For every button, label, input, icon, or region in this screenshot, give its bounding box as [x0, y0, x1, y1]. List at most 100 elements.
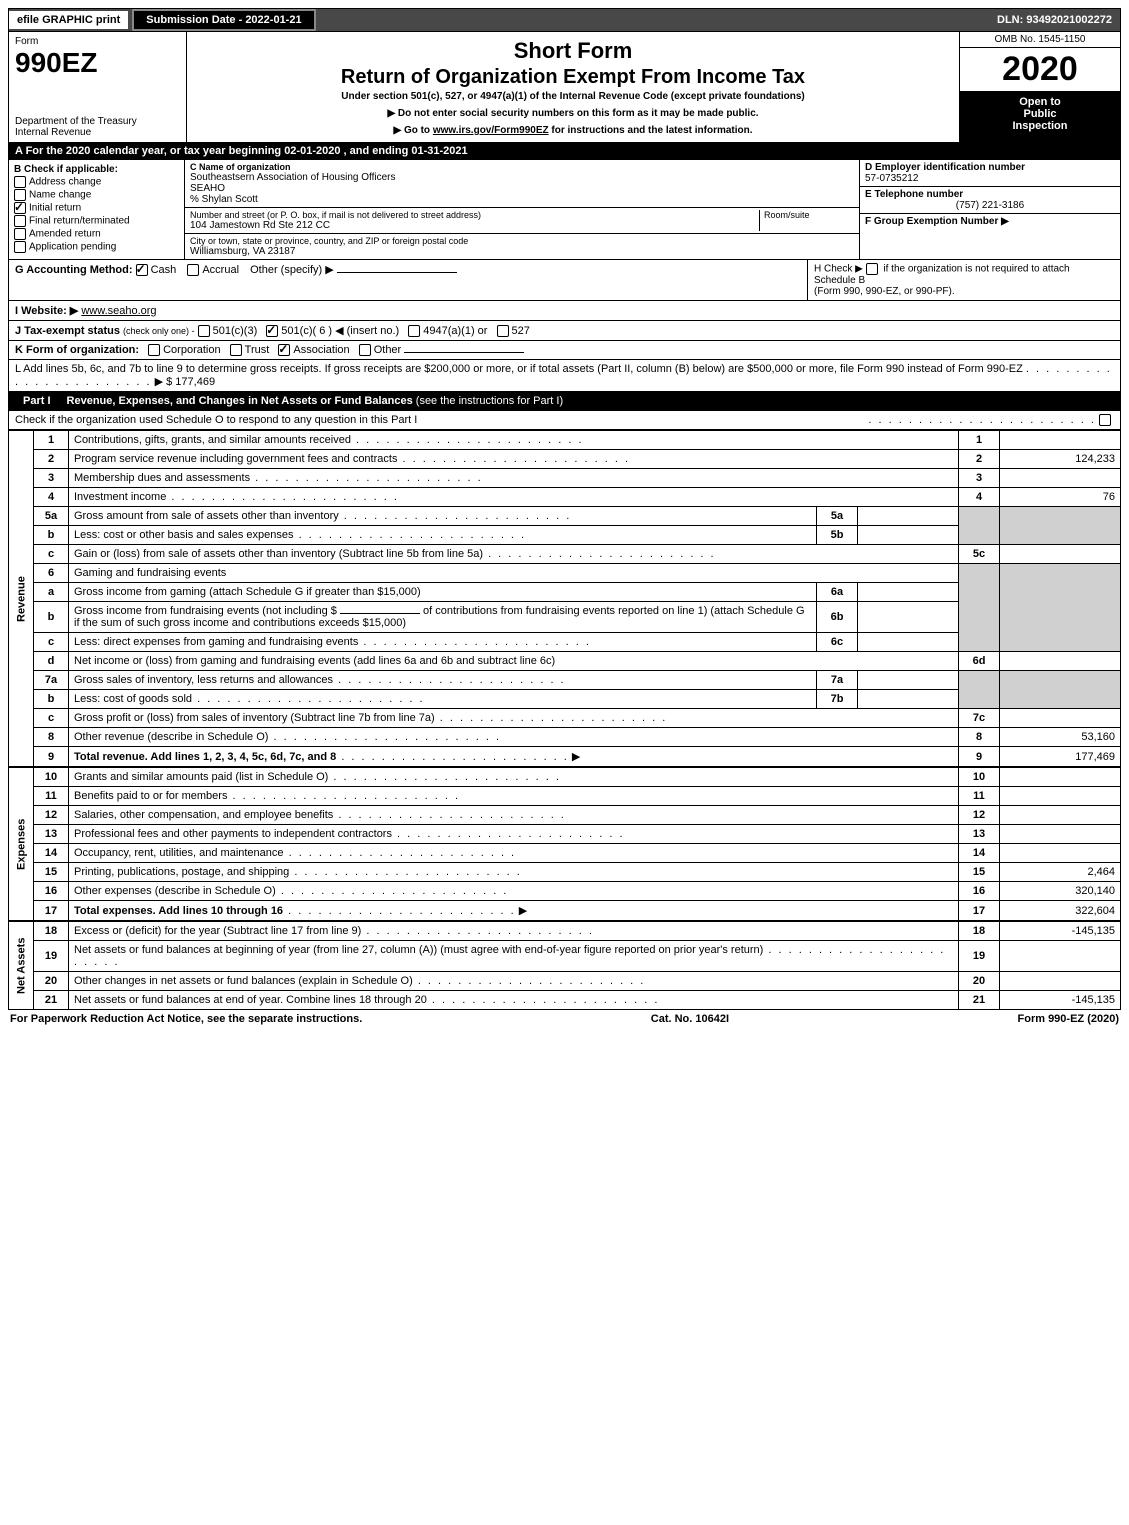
line7c-value [1000, 709, 1121, 728]
net-assets-table: Net Assets 18 Excess or (deficit) for th… [8, 921, 1121, 1010]
check-cash[interactable] [136, 264, 148, 276]
line15-value: 2,464 [1000, 863, 1121, 882]
check-4947[interactable] [408, 325, 420, 337]
section-b: B Check if applicable: Address change Na… [9, 160, 185, 259]
line3-value [1000, 469, 1121, 488]
omb-number: OMB No. 1545-1150 [960, 32, 1120, 48]
section-def: D Employer identification number 57-0735… [859, 160, 1120, 259]
line8-value: 53,160 [1000, 728, 1121, 747]
other-specify-input[interactable] [337, 272, 457, 273]
line21-value: -145,135 [1000, 991, 1121, 1010]
phone-label: E Telephone number [865, 189, 1115, 200]
ein-value: 57-0735212 [865, 173, 1115, 184]
section-l-gross-receipts: L Add lines 5b, 6c, and 7b to line 9 to … [8, 360, 1121, 392]
part-i-header: Part I Revenue, Expenses, and Changes in… [8, 392, 1121, 411]
line20-value [1000, 972, 1121, 991]
line6c-value [858, 633, 959, 652]
check-application-pending[interactable] [14, 241, 26, 253]
check-amended-return[interactable] [14, 228, 26, 240]
phone-value: (757) 221-3186 [865, 200, 1115, 211]
section-i-website: I Website: ▶ www.seaho.org [8, 301, 1121, 321]
line13-value [1000, 825, 1121, 844]
ssn-warning: ▶ Do not enter social security numbers o… [193, 108, 953, 119]
check-final-return[interactable] [14, 215, 26, 227]
irs-link[interactable]: www.irs.gov/Form990EZ [433, 125, 549, 136]
section-h: H Check ▶ if the organization is not req… [808, 260, 1120, 300]
form-header: Form 990EZ Department of the Treasury In… [8, 32, 1121, 143]
check-schedule-o-part1[interactable] [1099, 414, 1111, 426]
check-initial-return[interactable] [14, 202, 26, 214]
catalog-number: Cat. No. 10642I [651, 1013, 729, 1025]
line6b-value [858, 602, 959, 633]
line7b-value [858, 690, 959, 709]
line7a-value [858, 671, 959, 690]
line1-value [1000, 431, 1121, 450]
room-label: Room/suite [764, 210, 854, 220]
line10-value [1000, 768, 1121, 787]
part-i-schedule-o-check: Check if the organization used Schedule … [8, 411, 1121, 430]
form-title-short: Short Form [193, 38, 953, 64]
inspection-box: Open to Public Inspection [960, 92, 1120, 142]
section-g-accounting: G Accounting Method: Cash Accrual Other … [9, 260, 808, 300]
line5b-value [858, 526, 959, 545]
line18-value: -145,135 [1000, 922, 1121, 941]
org-address: 104 Jamestown Rd Ste 212 CC [190, 220, 755, 231]
check-527[interactable] [497, 325, 509, 337]
line6a-value [858, 583, 959, 602]
form-label: Form [15, 36, 180, 47]
check-accrual[interactable] [187, 264, 199, 276]
gross-receipts-amount: 177,469 [175, 376, 215, 388]
tax-year: 2020 [960, 48, 1120, 92]
section-k-org-form: K Form of organization: Corporation Trus… [8, 341, 1121, 360]
website-value[interactable]: www.seaho.org [81, 305, 156, 317]
org-city: Williamsburg, VA 23187 [190, 246, 854, 257]
line14-value [1000, 844, 1121, 863]
line12-value [1000, 806, 1121, 825]
org-name-2: SEAHO [190, 183, 854, 194]
check-501c[interactable] [266, 325, 278, 337]
dln-number: DLN: 93492021002272 [989, 11, 1120, 29]
section-c: C Name of organization Southeastsern Ass… [185, 160, 859, 259]
addr-label: Number and street (or P. O. box, if mail… [190, 210, 755, 220]
page-footer: For Paperwork Reduction Act Notice, see … [8, 1010, 1121, 1028]
dept-irs: Internal Revenue [15, 127, 180, 138]
org-careof: % Shylan Scott [190, 194, 854, 205]
city-label: City or town, state or province, country… [190, 236, 854, 246]
check-trust[interactable] [230, 344, 242, 356]
line19-value [1000, 941, 1121, 972]
check-corporation[interactable] [148, 344, 160, 356]
ein-label: D Employer identification number [865, 162, 1115, 173]
check-association[interactable] [278, 344, 290, 356]
form-subtitle: Under section 501(c), 527, or 4947(a)(1)… [193, 91, 953, 102]
line16-value: 320,140 [1000, 882, 1121, 901]
form-number: 990EZ [15, 47, 180, 79]
line2-value: 124,233 [1000, 450, 1121, 469]
line6d-value [1000, 652, 1121, 671]
group-exemption-label: F Group Exemption Number ▶ [865, 216, 1115, 227]
line17-value: 322,604 [1000, 901, 1121, 921]
check-other-org[interactable] [359, 344, 371, 356]
org-name-label: C Name of organization [190, 162, 854, 172]
efile-print-label[interactable]: efile GRAPHIC print [9, 11, 128, 29]
submission-date: Submission Date - 2022-01-21 [132, 9, 315, 31]
check-501c3[interactable] [198, 325, 210, 337]
expenses-side-label: Expenses [9, 768, 34, 921]
line4-value: 76 [1000, 488, 1121, 507]
line5a-value [858, 507, 959, 526]
entity-info: B Check if applicable: Address change Na… [8, 160, 1121, 260]
section-j-tax-status: J Tax-exempt status (check only one) - 5… [8, 321, 1121, 341]
top-bar: efile GRAPHIC print Submission Date - 20… [8, 8, 1121, 32]
line5c-value [1000, 545, 1121, 564]
section-b-label: B Check if applicable: [14, 164, 179, 175]
form-title-long: Return of Organization Exempt From Incom… [193, 66, 953, 89]
check-schedule-b[interactable] [866, 263, 878, 275]
dept-treasury: Department of the Treasury [15, 116, 180, 127]
form-ref: Form 990-EZ (2020) [1018, 1013, 1120, 1025]
line-a-tax-year: A For the 2020 calendar year, or tax yea… [8, 143, 1121, 160]
revenue-table: Revenue 1 Contributions, gifts, grants, … [8, 430, 1121, 767]
org-name-1: Southeastsern Association of Housing Off… [190, 172, 854, 183]
line11-value [1000, 787, 1121, 806]
check-address-change[interactable] [14, 176, 26, 188]
line9-value: 177,469 [1000, 747, 1121, 767]
paperwork-notice: For Paperwork Reduction Act Notice, see … [10, 1013, 362, 1025]
